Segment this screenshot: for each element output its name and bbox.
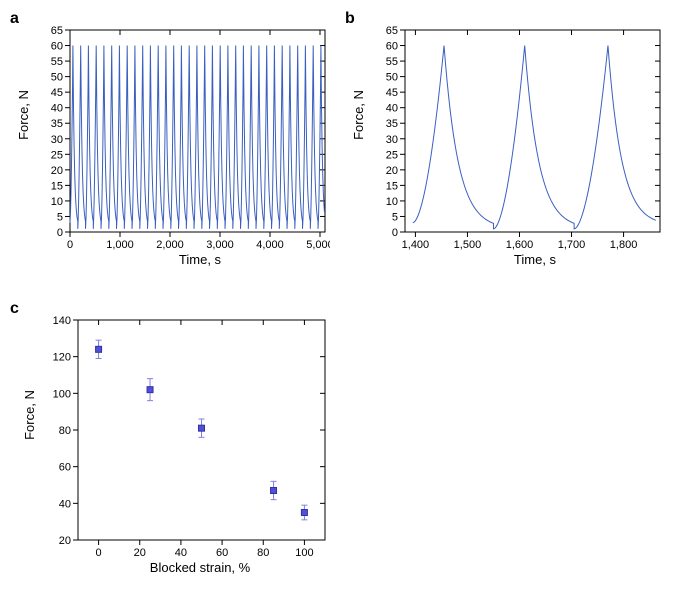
svg-text:1,500: 1,500 [454, 239, 482, 251]
panel-b: b 051015202530354045505560651,4001,5001,… [345, 10, 665, 270]
svg-text:55: 55 [386, 56, 398, 68]
svg-text:120: 120 [53, 352, 71, 364]
panel-a: a 0510152025303540455055606501,0002,0003… [10, 10, 330, 270]
svg-text:25: 25 [51, 149, 63, 161]
svg-text:5: 5 [57, 211, 63, 223]
svg-text:40: 40 [386, 103, 398, 115]
svg-text:100: 100 [295, 547, 313, 559]
svg-text:5: 5 [392, 211, 398, 223]
svg-text:1,400: 1,400 [402, 239, 430, 251]
svg-text:45: 45 [51, 87, 63, 99]
svg-text:4,000: 4,000 [256, 239, 284, 251]
svg-text:65: 65 [51, 25, 63, 37]
svg-text:50: 50 [51, 72, 63, 84]
svg-text:30: 30 [51, 134, 63, 146]
svg-text:5,000: 5,000 [306, 239, 330, 251]
svg-text:35: 35 [51, 118, 63, 130]
panel-c-ylabel: Force, N [22, 355, 37, 475]
svg-text:30: 30 [386, 134, 398, 146]
svg-text:10: 10 [51, 196, 63, 208]
svg-text:1,600: 1,600 [506, 239, 534, 251]
svg-text:25: 25 [386, 149, 398, 161]
svg-text:60: 60 [386, 41, 398, 53]
svg-text:20: 20 [51, 165, 63, 177]
figure: a 0510152025303540455055606501,0002,0003… [0, 0, 675, 600]
svg-text:15: 15 [51, 180, 63, 192]
chart-b: 0 5 10 15 20 25 30 35 40 45 50 55 60 65 1,400 1,500 1,60… [345, 10, 665, 270]
svg-text:15: 15 [386, 180, 398, 192]
panel-c-xlabel: Blocked strain, % [70, 560, 330, 575]
svg-text:1,800: 1,800 [610, 239, 638, 251]
svg-text:55: 55 [51, 56, 63, 68]
svg-text:3,000: 3,000 [206, 239, 234, 251]
panel-a-ylabel: Force, N [16, 55, 31, 175]
svg-text:1,700: 1,700 [558, 239, 586, 251]
panel-b-xlabel: Time, s [405, 252, 665, 267]
chart-a: 0 5 10 15 20 25 30 35 40 45 50 55 60 65 0 1,000 2,000 3,0… [10, 10, 330, 270]
panel-a-xlabel: Time, s [70, 252, 330, 267]
chart-c: 20 40 60 80 100 120 140 0 20 40 60 80 100 [10, 300, 330, 580]
panel-b-ylabel: Force, N [351, 55, 366, 175]
svg-text:0: 0 [392, 227, 398, 239]
svg-text:0: 0 [67, 239, 73, 251]
svg-text:20: 20 [386, 165, 398, 177]
svg-text:50: 50 [386, 72, 398, 84]
svg-text:0: 0 [96, 547, 102, 559]
svg-text:80: 80 [257, 547, 269, 559]
svg-text:2,000: 2,000 [156, 239, 184, 251]
svg-text:60: 60 [59, 462, 71, 474]
svg-text:80: 80 [59, 425, 71, 437]
svg-text:40: 40 [59, 498, 71, 510]
svg-text:35: 35 [386, 118, 398, 130]
svg-text:0: 0 [57, 227, 63, 239]
svg-text:60: 60 [51, 41, 63, 53]
svg-text:20: 20 [134, 547, 146, 559]
svg-text:40: 40 [175, 547, 187, 559]
svg-text:45: 45 [386, 87, 398, 99]
panel-c: c 20406080100120140020406080100 Force, N… [10, 300, 330, 580]
svg-text:20: 20 [59, 535, 71, 547]
svg-text:100: 100 [53, 388, 71, 400]
svg-text:65: 65 [386, 25, 398, 37]
svg-text:40: 40 [51, 103, 63, 115]
svg-text:60: 60 [216, 547, 228, 559]
svg-text:1,000: 1,000 [106, 239, 134, 251]
svg-text:140: 140 [53, 315, 71, 327]
svg-text:10: 10 [386, 196, 398, 208]
